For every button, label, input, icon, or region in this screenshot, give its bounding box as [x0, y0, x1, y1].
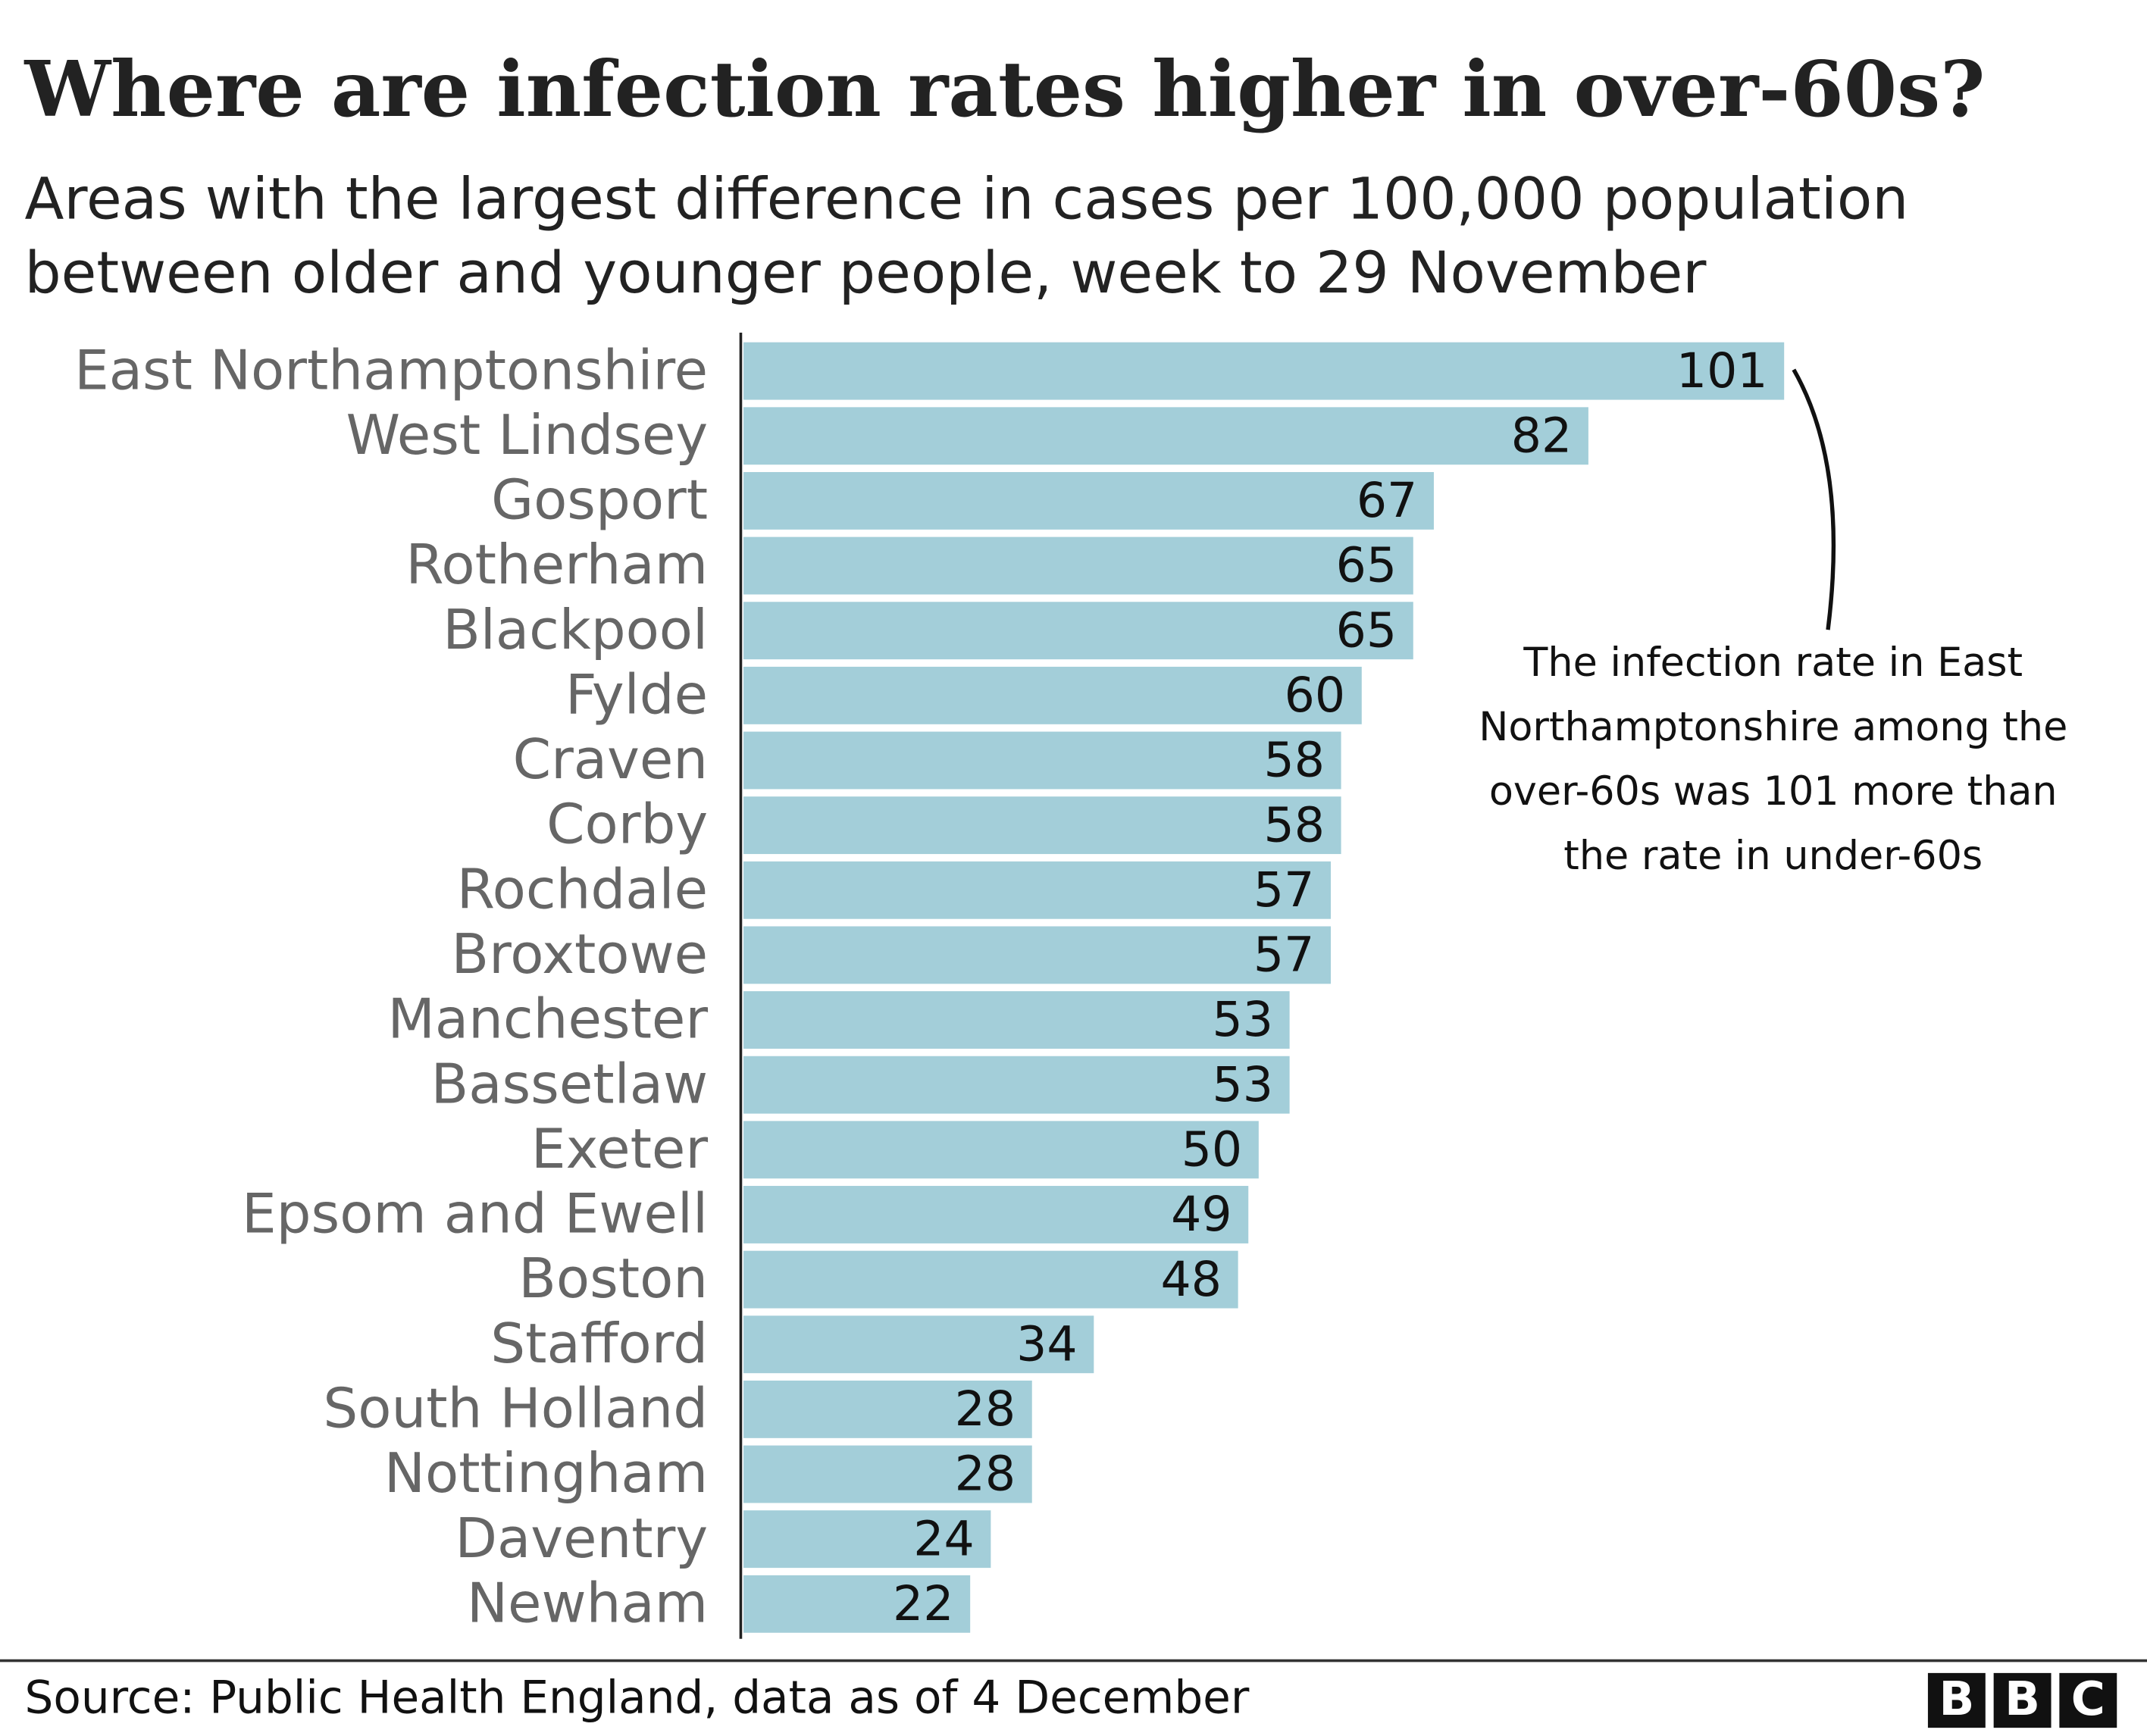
category-label: South Holland — [323, 1378, 708, 1441]
category-label: Bassetlaw — [431, 1053, 708, 1116]
category-label: East Northamptonshire — [74, 339, 708, 402]
category-label: Boston — [518, 1247, 708, 1311]
bar — [743, 1380, 1032, 1438]
subtitle: Areas with the largest difference in cas… — [25, 165, 1909, 232]
category-label: Gosport — [491, 469, 708, 533]
value-label: 48 — [1161, 1251, 1222, 1307]
category-label: Craven — [513, 728, 708, 792]
chart-title: Where are infection rates higher in over… — [24, 44, 1986, 134]
bar — [743, 1315, 1094, 1374]
category-label: Daventry — [455, 1507, 708, 1571]
bar — [743, 1575, 971, 1633]
value-label: 58 — [1263, 732, 1324, 788]
bar — [743, 926, 1332, 984]
annotation: Northamptonshire among the — [1479, 704, 2067, 750]
logo-letter: B — [1939, 1672, 1974, 1726]
category-label: Epsom and Ewell — [242, 1183, 708, 1246]
category-label: Exeter — [531, 1118, 708, 1181]
bar — [743, 407, 1588, 465]
logo-box — [2059, 1672, 2117, 1728]
bar — [743, 1510, 991, 1569]
category-label: Broxtowe — [452, 923, 709, 987]
value-label: 22 — [893, 1575, 953, 1631]
value-label: 65 — [1336, 537, 1397, 593]
value-label: 49 — [1171, 1186, 1232, 1242]
source: Source: Public Health England, data as o… — [25, 1672, 1250, 1725]
category-label: West Lindsey — [346, 404, 709, 468]
annotation-arrow — [1792, 368, 1836, 630]
bar — [743, 602, 1413, 660]
bar — [743, 1250, 1238, 1309]
category-label: Corby — [546, 793, 708, 857]
value-label: 53 — [1212, 991, 1272, 1047]
bar — [743, 991, 1290, 1049]
value-label: 50 — [1181, 1121, 1242, 1178]
category-label: Rochdale — [457, 858, 708, 921]
bar — [743, 1056, 1290, 1114]
value-label: 34 — [1016, 1315, 1077, 1372]
category-label: Nottingham — [384, 1442, 708, 1506]
value-label: 67 — [1357, 472, 1417, 528]
category-label: Stafford — [490, 1312, 708, 1376]
annotation: The infection rate in East — [1523, 640, 2023, 686]
value-label: 24 — [913, 1510, 974, 1566]
bar — [743, 536, 1413, 595]
logo-box — [1993, 1672, 2052, 1728]
logo-letter: B — [2005, 1672, 2040, 1726]
category-label: Blackpool — [443, 599, 708, 662]
category-label: Rotherham — [405, 533, 708, 597]
value-label: 65 — [1336, 602, 1397, 658]
bar — [743, 861, 1332, 919]
value-label: 53 — [1212, 1056, 1272, 1112]
bar — [743, 342, 1785, 400]
bar — [743, 471, 1434, 530]
annotation: over-60s was 101 more than — [1489, 768, 2058, 815]
value-label: 28 — [955, 1381, 1016, 1437]
value-label: 28 — [955, 1446, 1016, 1502]
subtitle: between older and younger people, week t… — [25, 239, 1707, 306]
value-label: 60 — [1285, 667, 1345, 723]
category-label: Fylde — [565, 663, 708, 727]
bar — [743, 1121, 1259, 1179]
logo-letter: C — [2071, 1672, 2105, 1726]
bar — [743, 731, 1341, 790]
value-label: 101 — [1676, 343, 1768, 399]
category-label: Newham — [467, 1572, 708, 1635]
logo-box — [1927, 1672, 1986, 1728]
value-label: 57 — [1253, 927, 1314, 983]
bar — [743, 1445, 1032, 1503]
bar — [743, 796, 1341, 855]
value-label: 57 — [1253, 862, 1314, 918]
bar — [743, 666, 1362, 724]
annotation: the rate in under-60s — [1563, 833, 1983, 879]
bar — [743, 1186, 1249, 1243]
value-label: 58 — [1263, 796, 1324, 852]
value-label: 82 — [1511, 407, 1572, 463]
category-label: Manchester — [388, 988, 709, 1052]
